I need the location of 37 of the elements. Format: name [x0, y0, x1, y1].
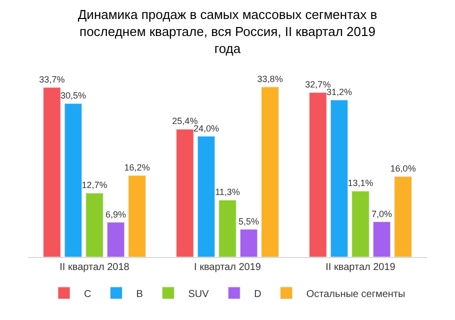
- data-label: 30,5%: [60, 90, 86, 101]
- bar: [394, 176, 412, 257]
- data-label: 16,2%: [124, 162, 150, 172]
- data-label: 11,3%: [215, 187, 240, 198]
- bar: [261, 86, 279, 257]
- legend-label: Остальные сегменты: [306, 288, 406, 300]
- legend-label: SUV: [188, 288, 210, 300]
- data-label: 5,5%: [238, 216, 260, 226]
- data-label: 13,1%: [348, 178, 374, 188]
- bar: [372, 222, 391, 257]
- data-label: 32,7%: [305, 79, 331, 90]
- bar: [64, 103, 82, 257]
- x-tick-label: II квартал 2018: [60, 262, 130, 273]
- x-tick-label: I квартал 2019: [194, 262, 262, 273]
- data-label: 33,7%: [39, 74, 65, 84]
- bar: [330, 100, 348, 257]
- data-label: 16,0%: [390, 164, 416, 174]
- bar: [218, 200, 236, 257]
- data-label: 33,8%: [257, 74, 283, 84]
- bar: [86, 192, 104, 257]
- bar: [197, 136, 216, 257]
- bar: [309, 92, 327, 257]
- legend-label: C: [84, 288, 92, 300]
- legend-label: D: [254, 288, 262, 300]
- bar: [352, 190, 370, 257]
- legend-label: B: [136, 288, 144, 300]
- chart-title: Динамика продаж в самых массовых сегментах в последнем квартале, вся Россия, II квартал 2019 года: [78, 7, 378, 56]
- bar: [128, 175, 146, 257]
- data-label: 6,9%: [106, 209, 126, 220]
- bar: [240, 229, 258, 257]
- data-label: 31,2%: [326, 87, 352, 98]
- data-label: 12,7%: [82, 180, 108, 190]
- bar: [106, 222, 125, 257]
- bar: [176, 128, 194, 257]
- bar: [43, 87, 61, 257]
- x-tick-label: II квартал 2019: [326, 262, 396, 273]
- data-label: 7,0%: [372, 208, 392, 219]
